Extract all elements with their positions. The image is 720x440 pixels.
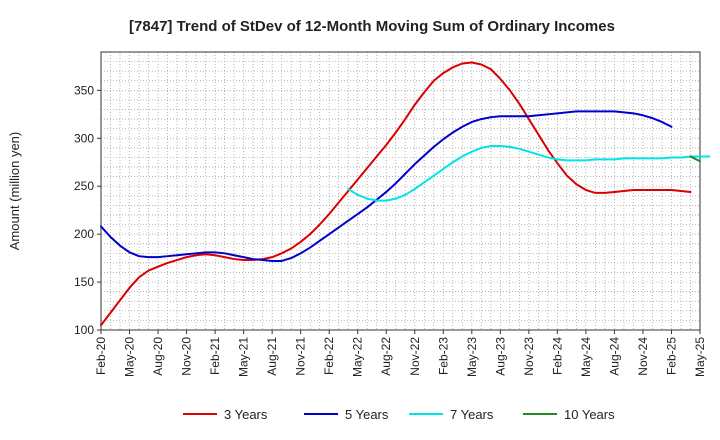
x-tick-label: Feb-20 [94, 337, 108, 375]
x-tick-label: Feb-25 [664, 337, 678, 375]
chart-title: [7847] Trend of StDev of 12-Month Moving… [129, 18, 615, 35]
legend-label: 5 Years [345, 407, 389, 422]
series-line [100, 61, 692, 327]
x-tick-label: May-23 [465, 337, 479, 377]
x-tick-label: May-24 [579, 337, 593, 377]
y-tick-label: 350 [74, 83, 94, 97]
x-tick-label: Aug-20 [151, 337, 165, 376]
y-tick-label: 300 [74, 131, 94, 145]
legend-label: 7 Years [450, 407, 494, 422]
series-layer [100, 61, 711, 327]
y-tick-label: 150 [74, 275, 94, 289]
series-line [689, 155, 701, 163]
legend-label: 3 Years [224, 407, 268, 422]
y-tick-label: 200 [74, 227, 94, 241]
plot-frame [100, 51, 701, 331]
x-tick-label: Feb-21 [208, 337, 222, 375]
y-axis-ticks: 100 150 200 250 300 350 [74, 83, 101, 337]
plot-background [101, 52, 700, 330]
x-tick-label: Aug-22 [379, 337, 393, 376]
x-tick-label: Feb-23 [436, 337, 450, 375]
x-tick-label: May-22 [351, 337, 365, 377]
x-tick-label: Nov-23 [522, 337, 536, 376]
legend: 3 Years 5 Years 7 Years 10 Years [183, 407, 615, 422]
plot-area [100, 51, 701, 331]
x-tick-label: Nov-21 [294, 337, 308, 376]
x-tick-label: Aug-21 [265, 337, 279, 376]
x-tick-label: May-20 [123, 337, 137, 377]
x-tick-label: Feb-24 [550, 337, 564, 375]
x-tick-label: May-21 [237, 337, 251, 377]
y-tick-label: 100 [74, 323, 94, 337]
x-tick-label: Feb-22 [322, 337, 336, 375]
x-tick-label: Aug-23 [493, 337, 507, 376]
legend-label: 10 Years [564, 407, 615, 422]
x-tick-label: Aug-24 [607, 337, 621, 376]
x-axis-ticks: Feb-20 May-20 Aug-20 Nov-20 Feb-21 May-21 Aug-… [94, 330, 707, 377]
x-tick-label: May-25 [693, 337, 707, 377]
series-line [347, 144, 711, 202]
y-axis-label: Amount (million yen) [7, 132, 22, 251]
x-tick-label: Nov-24 [636, 337, 650, 376]
x-tick-label: Nov-20 [180, 337, 194, 376]
y-tick-label: 250 [74, 179, 94, 193]
x-tick-label: Nov-22 [408, 337, 422, 376]
series-line [100, 110, 673, 262]
